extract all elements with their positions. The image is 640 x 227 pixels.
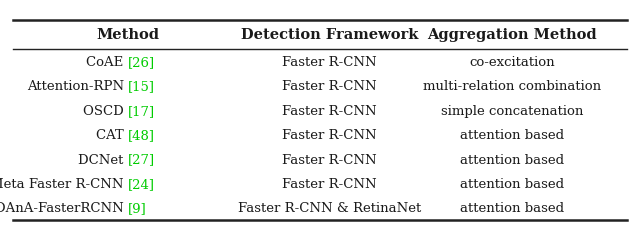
Text: Faster R-CNN: Faster R-CNN	[282, 56, 377, 69]
Text: attention based: attention based	[460, 177, 564, 190]
Text: [48]: [48]	[128, 128, 155, 142]
Text: Faster R-CNN: Faster R-CNN	[282, 104, 377, 117]
Text: DCNet: DCNet	[78, 153, 128, 166]
Text: OSCD: OSCD	[83, 104, 128, 117]
Text: Attention-RPN: Attention-RPN	[27, 80, 128, 93]
Text: simple concatenation: simple concatenation	[441, 104, 583, 117]
Text: co-excitation: co-excitation	[469, 56, 555, 69]
Text: [15]: [15]	[128, 80, 155, 93]
Text: Faster R-CNN: Faster R-CNN	[282, 128, 377, 142]
Text: Faster R-CNN: Faster R-CNN	[282, 80, 377, 93]
Text: [27]: [27]	[128, 153, 155, 166]
Text: CoAE: CoAE	[86, 56, 128, 69]
Text: Method: Method	[97, 28, 159, 42]
Text: Detection Framework: Detection Framework	[241, 28, 419, 42]
Text: multi-relation combination: multi-relation combination	[423, 80, 601, 93]
Text: [9]: [9]	[128, 202, 147, 215]
Text: attention based: attention based	[460, 202, 564, 215]
Text: [26]: [26]	[128, 56, 155, 69]
Text: Faster R-CNN: Faster R-CNN	[282, 177, 377, 190]
Text: CAT: CAT	[96, 128, 128, 142]
Text: attention based: attention based	[460, 128, 564, 142]
Text: Faster R-CNN & RetinaNet: Faster R-CNN & RetinaNet	[238, 202, 421, 215]
Text: [24]: [24]	[128, 177, 155, 190]
Text: Meta Faster R-CNN: Meta Faster R-CNN	[0, 177, 128, 190]
Text: DAnA-FasterRCNN: DAnA-FasterRCNN	[0, 202, 128, 215]
Text: Aggregation Method: Aggregation Method	[427, 28, 597, 42]
Text: [17]: [17]	[128, 104, 155, 117]
Text: attention based: attention based	[460, 153, 564, 166]
Text: Faster R-CNN: Faster R-CNN	[282, 153, 377, 166]
